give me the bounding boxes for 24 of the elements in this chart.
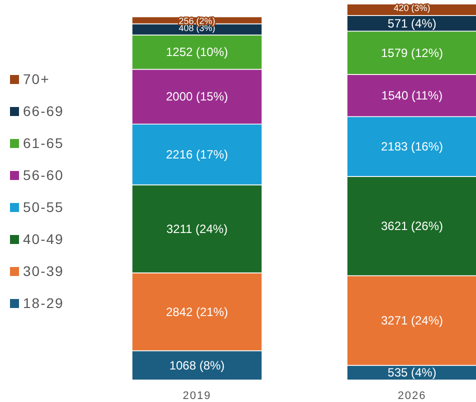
data-label: 1068 (8%) xyxy=(169,358,225,372)
data-label: 3211 (24%) xyxy=(166,222,228,236)
legend-label: 18-29 xyxy=(23,295,64,311)
data-label: 1540 (11%) xyxy=(381,88,443,103)
legend-label: 30-39 xyxy=(23,263,64,279)
data-label: 535 (4%) xyxy=(388,366,436,380)
data-label: 2000 (15%) xyxy=(166,90,228,104)
data-label: 2216 (17%) xyxy=(166,147,228,162)
data-label: 1579 (12%) xyxy=(380,46,444,60)
data-label: 3271 (24%) xyxy=(380,314,444,328)
data-label: 3621 (26%) xyxy=(380,219,444,234)
x-tick-label: 2026 xyxy=(398,390,426,402)
data-label: 420 (3%) xyxy=(394,3,430,14)
legend-label: 61-65 xyxy=(23,135,64,151)
legend-label: 70+ xyxy=(23,71,50,87)
legend-label: 56-60 xyxy=(23,167,64,183)
data-label: 2183 (16%) xyxy=(380,140,444,154)
x-tick-label: 2019 xyxy=(182,390,212,402)
legend-label: 40-49 xyxy=(23,231,64,247)
data-label: 1252 (10%) xyxy=(166,45,228,60)
legend-label: 66-69 xyxy=(23,103,64,119)
legend-label: 50-55 xyxy=(23,199,64,215)
data-label: 571 (4%) xyxy=(388,16,436,30)
data-label: 2842 (21%) xyxy=(166,304,228,319)
